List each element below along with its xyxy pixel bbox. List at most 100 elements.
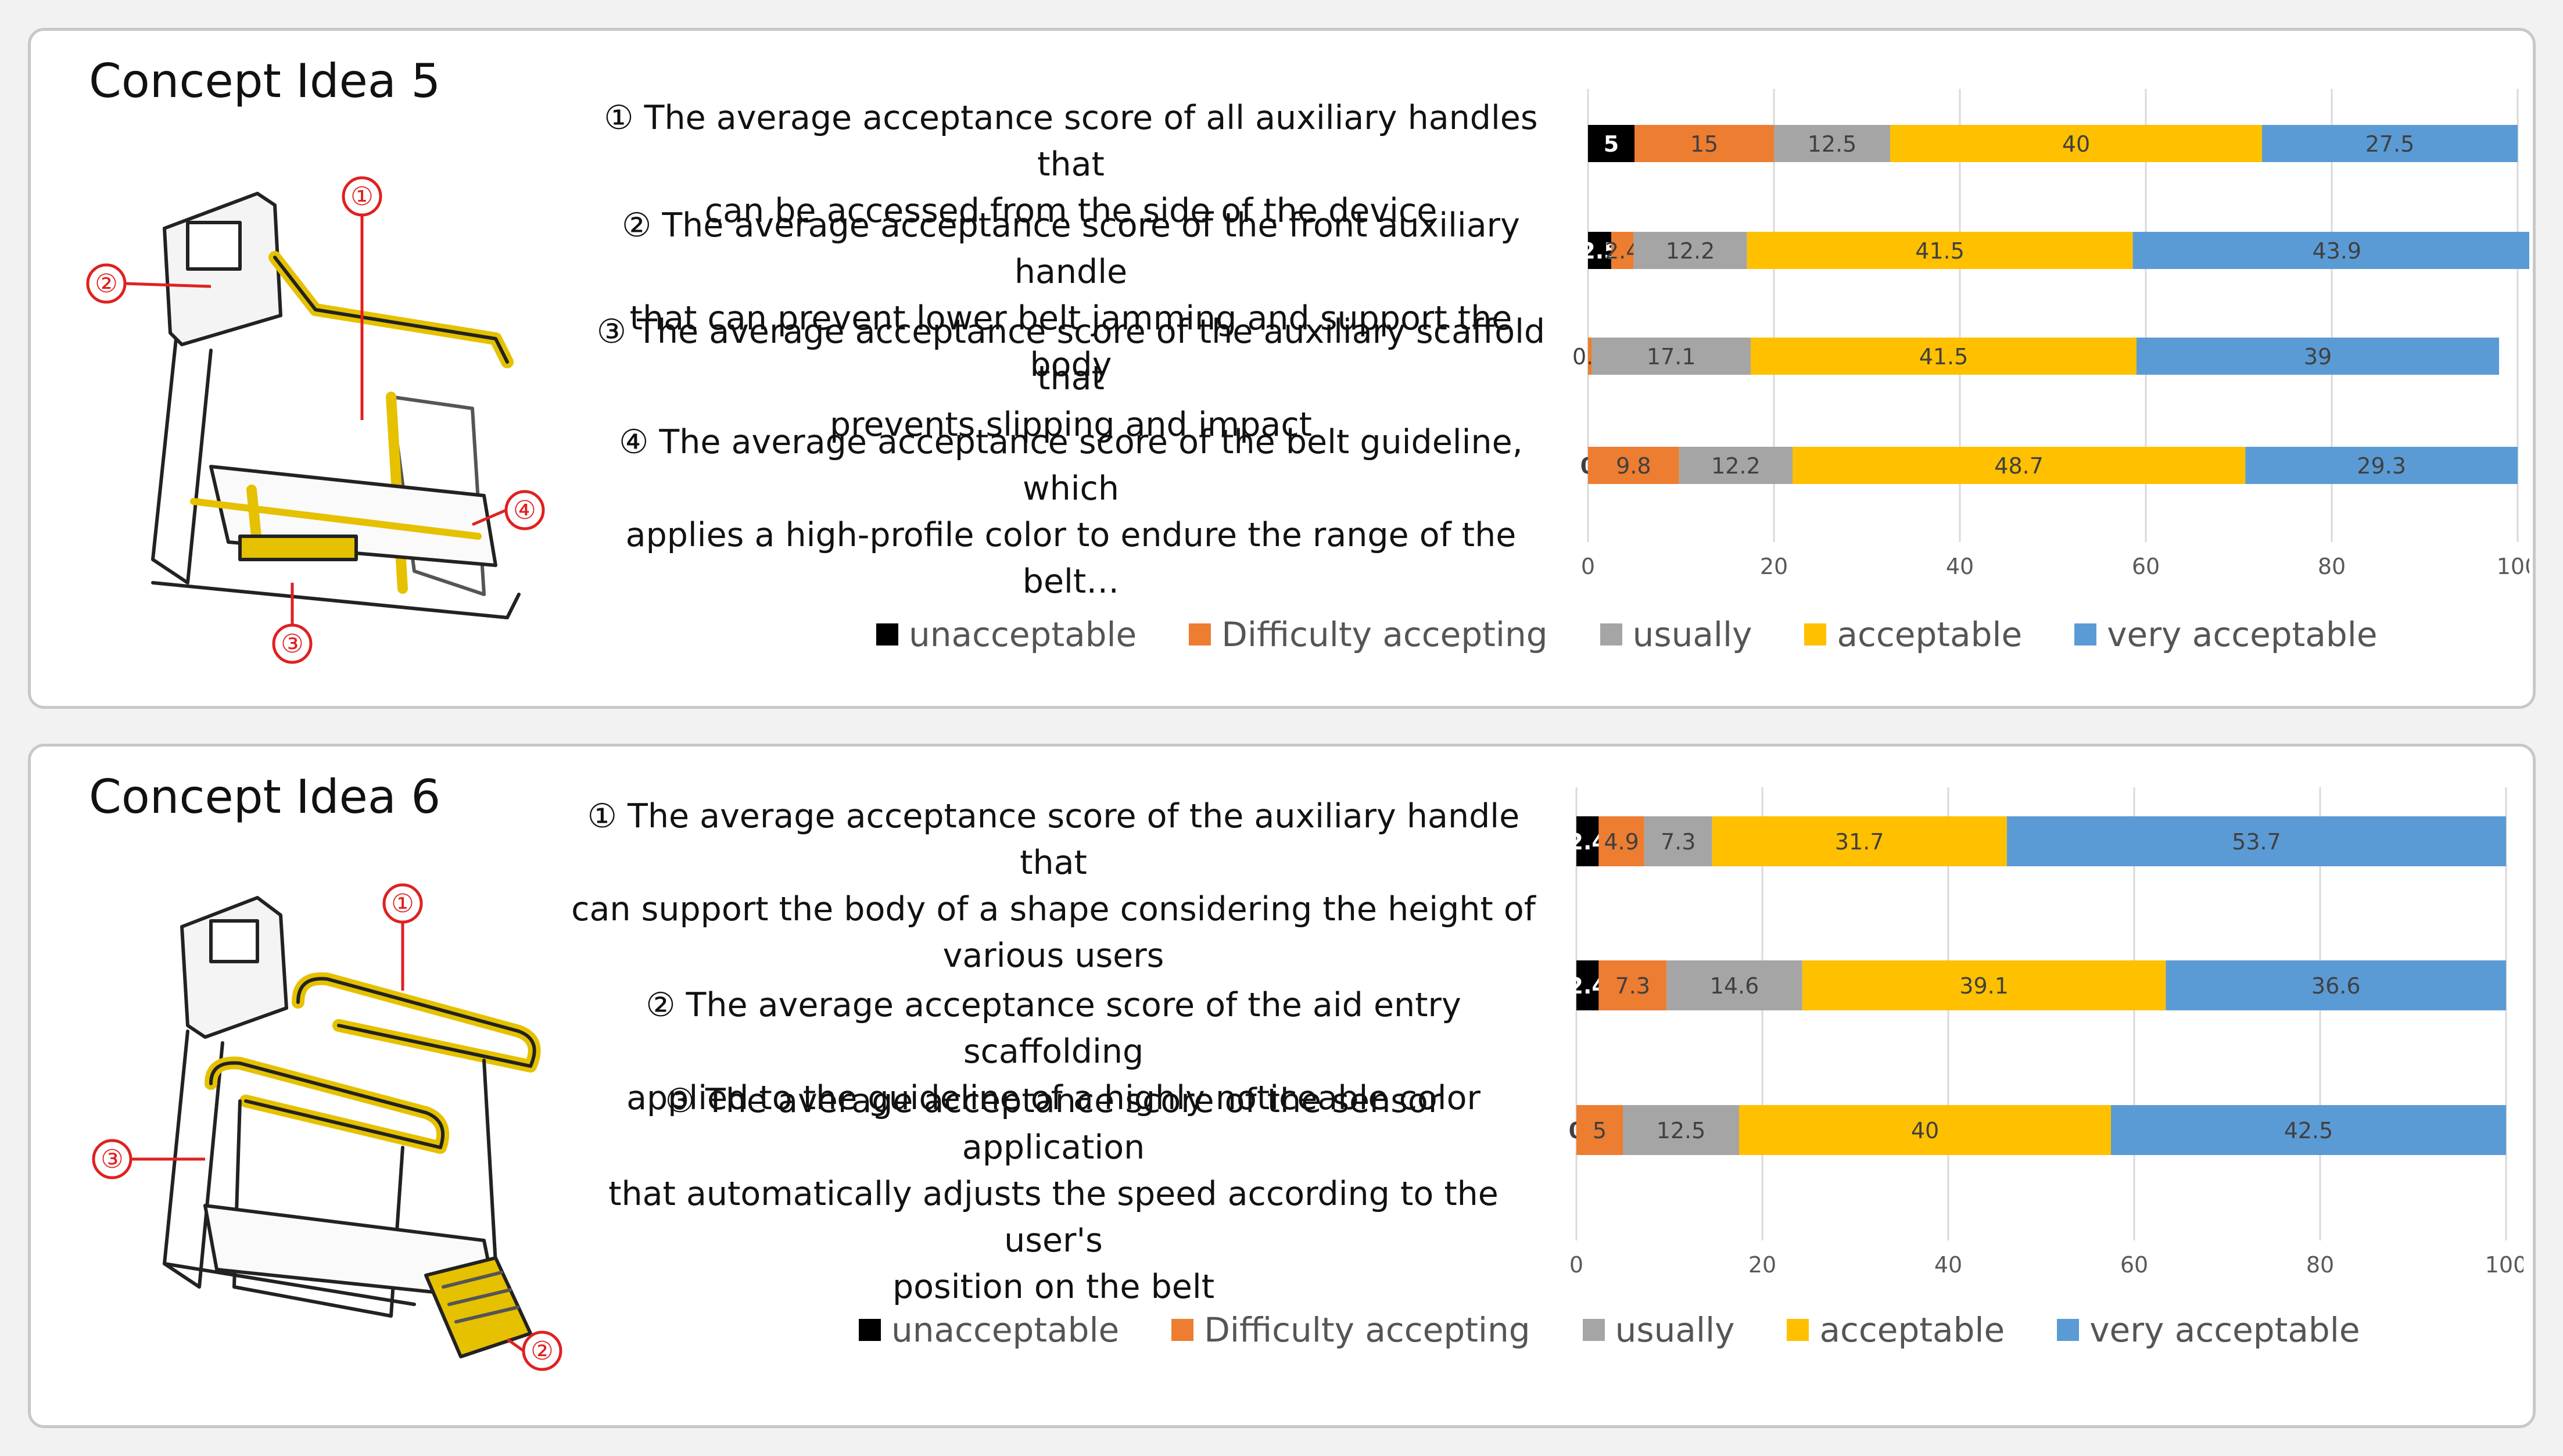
legend-label: very acceptable — [2107, 615, 2378, 654]
bar-segment — [2132, 232, 2529, 269]
bar-segment — [1576, 1105, 1623, 1155]
x-tick-label: 80 — [2306, 1252, 2334, 1278]
bar-segment — [1576, 816, 1599, 866]
bar-segment — [1598, 960, 1667, 1010]
data-label: 5 — [1604, 131, 1619, 157]
legend: unacceptable Difficulty accepting usually a… — [876, 615, 2378, 654]
bar-segment — [1588, 125, 1634, 162]
legend-label: acceptable — [1837, 615, 2023, 654]
bar-segment — [2137, 338, 2499, 375]
bar-segment — [1588, 447, 1679, 484]
legend-swatch — [1804, 623, 1827, 645]
bar-segment — [1802, 960, 2166, 1010]
x-tick-label: 100 — [2485, 1252, 2523, 1278]
bar-segment — [2166, 960, 2506, 1010]
treadmill-illustration: ① ② ③ ④ — [86, 176, 545, 664]
legend-label: Difficulty accepting — [1204, 1310, 1530, 1350]
concept-6-panel: Concept Idea 6 — [28, 744, 2536, 1428]
x-tick-label: 60 — [2132, 554, 2160, 579]
legend-item: very acceptable — [2074, 615, 2378, 654]
bar-segment — [1588, 338, 1592, 375]
bar-segment — [1679, 447, 1793, 484]
data-label: 41.5 — [1915, 238, 1965, 264]
legend-label: unacceptable — [909, 615, 1137, 654]
callout-4: ④ — [513, 496, 536, 525]
bar-segment — [1712, 816, 2007, 866]
data-label: 39.1 — [1959, 973, 2009, 999]
bar-segment — [2111, 1105, 2506, 1155]
callout-2: ② — [530, 1336, 553, 1366]
callout-1: ① — [350, 182, 373, 211]
bar-segment — [1634, 125, 1774, 162]
question-2: ② The average acceptance score of the ai… — [626, 986, 1481, 1117]
bar-segment — [2006, 816, 2506, 866]
x-tick-label: 20 — [1748, 1252, 1776, 1278]
legend-item: Difficulty accepting — [1189, 615, 1548, 654]
legend-item: unacceptable — [859, 1310, 1119, 1350]
data-label: 48.7 — [1994, 453, 2044, 479]
x-tick-label: 20 — [1760, 554, 1788, 579]
data-label: 12.5 — [1657, 1118, 1706, 1143]
bar-segment — [1576, 960, 1599, 1010]
x-tick-label: 100 — [2497, 554, 2529, 579]
legend-item: very acceptable — [2057, 1310, 2360, 1350]
data-label: 40 — [1911, 1118, 1939, 1143]
data-label: 15 — [1690, 131, 1718, 157]
legend-label: unacceptable — [891, 1310, 1120, 1350]
legend-item: Difficulty accepting — [1171, 1310, 1530, 1350]
callout-2: ② — [95, 269, 117, 299]
bar-segment — [1666, 960, 1802, 1010]
stacked-bar-chart-concept-5: 02040608010051512.54027.52.52.412.241.54… — [1572, 89, 2529, 579]
x-tick-label: 0 — [1581, 554, 1595, 579]
legend-label: very acceptable — [2089, 1310, 2360, 1350]
data-label: 31.7 — [1835, 829, 1884, 855]
legend-swatch — [876, 623, 898, 645]
data-label: 36.6 — [2311, 973, 2361, 999]
data-label: 41.5 — [1919, 344, 1969, 370]
data-label: 27.5 — [2365, 131, 2415, 157]
callout-3: ③ — [101, 1145, 123, 1174]
question-1: ① The average acceptance score of all au… — [604, 99, 1538, 230]
bar-segment — [1598, 816, 1644, 866]
data-label: 7.3 — [1615, 973, 1650, 999]
bar-segment — [2262, 125, 2518, 162]
legend-swatch — [1787, 1319, 1809, 1341]
data-label: 5 — [1593, 1118, 1607, 1143]
legend-item: usually — [1582, 1310, 1735, 1350]
legend-swatch — [1189, 623, 1211, 645]
data-label: 17.1 — [1647, 344, 1696, 370]
bar-segment — [1644, 816, 1712, 866]
concept-title: Concept Idea 5 — [89, 54, 441, 108]
data-label: 7.3 — [1661, 829, 1695, 855]
legend-swatch — [1600, 623, 1622, 645]
bar-segment — [1747, 232, 2133, 269]
data-label: 4.9 — [1604, 829, 1639, 855]
legend-item: acceptable — [1804, 615, 2022, 654]
legend: unacceptable Difficulty accepting usually a… — [859, 1310, 2360, 1350]
question-3: ③ The average acceptance score of the se… — [608, 1082, 1499, 1306]
bar-segment — [1739, 1105, 2111, 1155]
bar-segment — [1611, 232, 1634, 269]
bar-segment — [1793, 447, 2246, 484]
legend-item: unacceptable — [876, 615, 1137, 654]
legend-item: acceptable — [1787, 1310, 2005, 1350]
callout-1: ① — [391, 889, 414, 919]
data-label: 12.5 — [1808, 131, 1857, 157]
legend-label: usually — [1615, 1310, 1735, 1350]
question-4: ④ The average acceptance score of the be… — [619, 423, 1523, 601]
data-label: 53.7 — [2232, 829, 2281, 855]
data-label: 12.2 — [1711, 453, 1761, 479]
x-tick-label: 60 — [2120, 1252, 2148, 1278]
legend-swatch — [859, 1319, 881, 1341]
data-label: 43.9 — [2312, 238, 2361, 264]
legend-item: usually — [1600, 615, 1752, 654]
question-2: ② The average acceptance score of the fr… — [622, 206, 1520, 384]
legend-swatch — [2074, 623, 2097, 645]
data-label: 40 — [2062, 131, 2090, 157]
concept-title: Concept Idea 6 — [89, 770, 441, 824]
data-label: 29.3 — [2357, 453, 2406, 479]
data-label: 14.6 — [1710, 973, 1759, 999]
legend-swatch — [1582, 1319, 1605, 1341]
question-1: ① The average acceptance score of the au… — [571, 797, 1536, 975]
